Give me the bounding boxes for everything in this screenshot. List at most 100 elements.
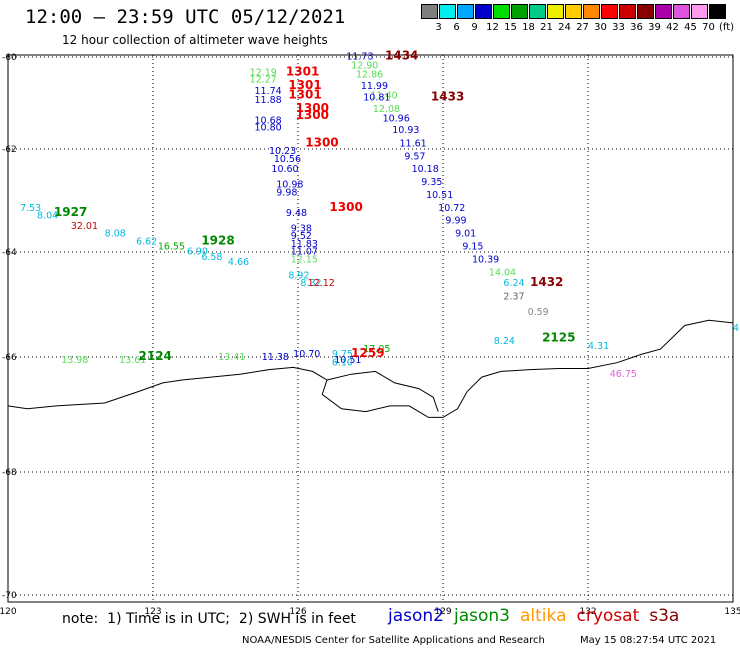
- scale-label: 15: [504, 22, 517, 33]
- wave-height-label: 10.72: [438, 203, 465, 214]
- wave-height-label: 16.55: [158, 241, 185, 252]
- scale-swatch: [421, 4, 438, 19]
- wave-height-label: 0.59: [528, 307, 549, 318]
- scale-label: 39: [648, 22, 661, 33]
- credit-text: NOAA/NESDIS Center for Satellite Applica…: [242, 635, 545, 646]
- chart-subtitle: 12 hour collection of altimeter wave hei…: [62, 33, 328, 47]
- wave-height-label: 11.99: [361, 81, 388, 92]
- scale-swatch: [547, 4, 564, 19]
- scale-label: 45: [684, 22, 697, 33]
- wave-height-label: 9.99: [445, 216, 466, 227]
- wave-height-label: 6.10: [332, 358, 353, 369]
- scale-label: (ft): [718, 22, 735, 33]
- scale-swatch: [475, 4, 492, 19]
- scale-swatch: [691, 4, 708, 19]
- scale-label: 24: [558, 22, 571, 33]
- wave-height-label: 13.41: [218, 352, 245, 363]
- wave-height-label: 13.61: [119, 355, 146, 366]
- y-tick-label: -62: [2, 145, 17, 155]
- wave-height-label: 10.70: [293, 349, 320, 360]
- wave-height-label: 10.81: [363, 93, 390, 104]
- scale-label: 12: [486, 22, 499, 33]
- satellite-legend: jason2 jason3 altika cryosat s3a: [388, 606, 689, 626]
- scale-label: 30: [594, 22, 607, 33]
- wave-height-label: 10.68: [255, 116, 282, 127]
- wave-height-label: 11.73: [346, 51, 373, 62]
- wave-height-label: 6.62: [136, 236, 157, 247]
- scale-swatch: [601, 4, 618, 19]
- scale-swatch: [439, 4, 456, 19]
- wave-height-label: 10.39: [472, 255, 499, 266]
- wave-height-label: 10.23: [269, 146, 296, 157]
- wave-height-label: 11.38: [262, 352, 289, 363]
- wave-height-label: 9.35: [421, 177, 442, 188]
- scale-label: 33: [612, 22, 625, 33]
- pass-time-label: 1301: [288, 78, 321, 92]
- wave-height-label: 10.18: [412, 164, 439, 175]
- wave-height-label: 6.58: [201, 252, 222, 263]
- scale-label: 3: [435, 22, 442, 33]
- legend-item: jason3: [454, 606, 510, 626]
- pass-time-label: 1301: [288, 87, 321, 101]
- wave-height-label: 8.24: [494, 336, 515, 347]
- wave-height-label: 9.38: [291, 223, 312, 234]
- wave-height-label: 12.15: [291, 255, 318, 266]
- scale-swatch: [457, 4, 474, 19]
- wave-height-label: 9.98: [276, 187, 297, 198]
- scale-label: 21: [540, 22, 553, 33]
- wave-height-label: 12.27: [250, 74, 277, 85]
- scale-swatch: [493, 4, 510, 19]
- wave-height-label: 32.01: [71, 221, 98, 232]
- scale-label: 6: [453, 22, 460, 33]
- wave-height-label: 11.74: [255, 86, 282, 97]
- x-tick-label: 126: [289, 607, 306, 617]
- y-tick-label: -70: [2, 591, 17, 601]
- wave-height-label: 9.48: [286, 208, 307, 219]
- generated-timestamp: May 15 08:27:54 UTC 2021: [580, 635, 717, 646]
- scale-label: 36: [630, 22, 643, 33]
- y-tick-label: -60: [2, 53, 17, 63]
- scale-label: 27: [576, 22, 589, 33]
- wave-height-label: 10.51: [426, 190, 453, 201]
- y-tick-label: -64: [2, 248, 17, 258]
- wave-height-label: 2.37: [503, 291, 524, 302]
- scale-label: 70: [702, 22, 715, 33]
- wave-height-label: 10.93: [392, 125, 419, 136]
- wave-height-label: 4.66: [228, 257, 249, 268]
- wave-height-label: 7.53: [20, 203, 41, 214]
- scale-swatch: [655, 4, 672, 19]
- pass-time-label: 1300: [305, 136, 338, 150]
- legend-item: cryosat: [576, 606, 640, 626]
- pass-time-label: 2125: [542, 330, 575, 344]
- wave-height-label: 9.75: [332, 349, 353, 360]
- wave-height-label: 12.08: [373, 104, 400, 115]
- scale-swatch: [619, 4, 636, 19]
- pass-time-label: 1300: [296, 101, 329, 115]
- wave-height-label: 12.12: [308, 278, 335, 289]
- wave-height-label: 46.75: [610, 369, 637, 380]
- x-tick-label: 123: [144, 607, 161, 617]
- coastline: [7, 319, 734, 418]
- wave-height-label: 11.61: [400, 139, 427, 150]
- pass-time-label: 1300: [296, 108, 329, 122]
- pass-time-label: 1300: [329, 200, 362, 214]
- scale-swatch: [709, 4, 726, 19]
- wave-height-label: 9.57: [404, 151, 425, 162]
- wave-height-label: 10.56: [274, 154, 301, 165]
- y-tick-label: -66: [2, 353, 17, 363]
- wave-height-label: 10.80: [255, 123, 282, 134]
- wave-height-label: 17.05: [363, 344, 390, 355]
- wave-height-label: 4.31: [588, 341, 609, 352]
- wave-height-label: 11.40: [371, 90, 398, 101]
- wave-height-label: 13.98: [61, 355, 88, 366]
- legend-item: s3a: [649, 606, 680, 626]
- scale-swatch: [583, 4, 600, 19]
- wave-height-label: 9.52: [291, 231, 312, 242]
- y-tick-label: -68: [2, 468, 17, 478]
- wave-height-label: 8.92: [288, 270, 309, 281]
- x-tick-label: 135: [724, 607, 740, 617]
- scale-swatch: [529, 4, 546, 19]
- wave-height-label: 6.24: [503, 278, 524, 289]
- pass-time-label: 1432: [530, 275, 563, 289]
